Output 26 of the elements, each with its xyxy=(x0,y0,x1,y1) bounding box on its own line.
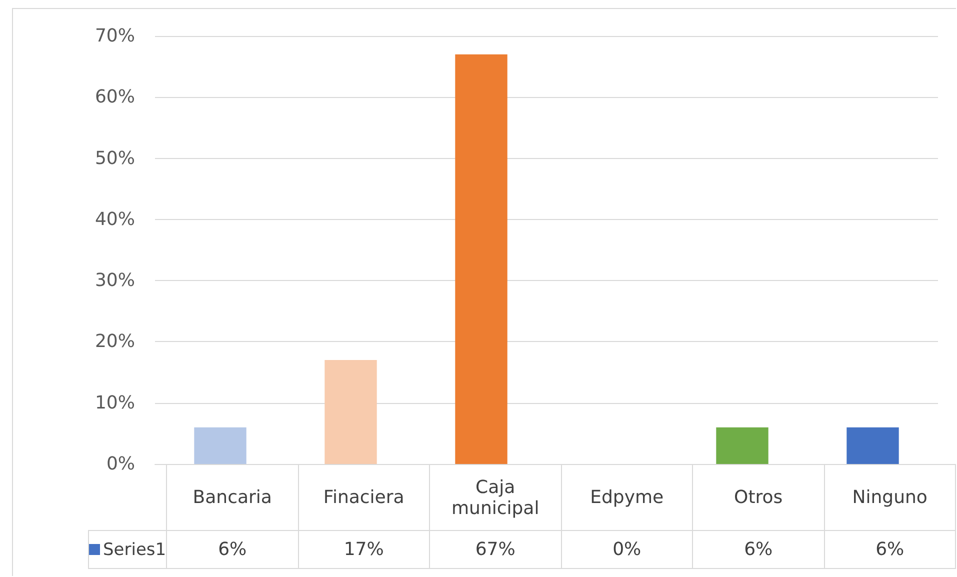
legend-label: Series1 xyxy=(88,530,167,568)
y-tick-label: 20% xyxy=(94,331,135,352)
data-label: 6% xyxy=(824,530,956,568)
bar xyxy=(194,427,246,464)
y-tick-label: 50% xyxy=(94,148,135,169)
y-tick-label: 40% xyxy=(94,208,135,230)
y-tick-label: 10% xyxy=(94,392,135,414)
data-label: 6% xyxy=(692,530,824,568)
x-tick-label: Caja municipal xyxy=(430,464,562,530)
bar xyxy=(716,427,768,464)
data-label: 67% xyxy=(430,530,562,568)
y-tick-label: 70% xyxy=(94,26,135,46)
y-tick-label: 30% xyxy=(94,270,135,292)
bar xyxy=(846,427,899,464)
y-tick-label: 0% xyxy=(106,454,135,474)
bar xyxy=(324,360,377,464)
data-label: 17% xyxy=(298,530,430,568)
x-tick-label: Otros xyxy=(692,464,824,530)
data-label: 6% xyxy=(166,530,298,568)
x-tick-label: Ninguno xyxy=(824,464,956,530)
x-tick-label: Finaciera xyxy=(298,464,430,530)
x-tick-label: Edpyme xyxy=(561,464,693,530)
x-tick-label: Bancaria xyxy=(166,464,298,530)
data-label: 0% xyxy=(561,530,693,568)
y-tick-label: 60% xyxy=(94,86,135,108)
bar xyxy=(455,54,508,464)
